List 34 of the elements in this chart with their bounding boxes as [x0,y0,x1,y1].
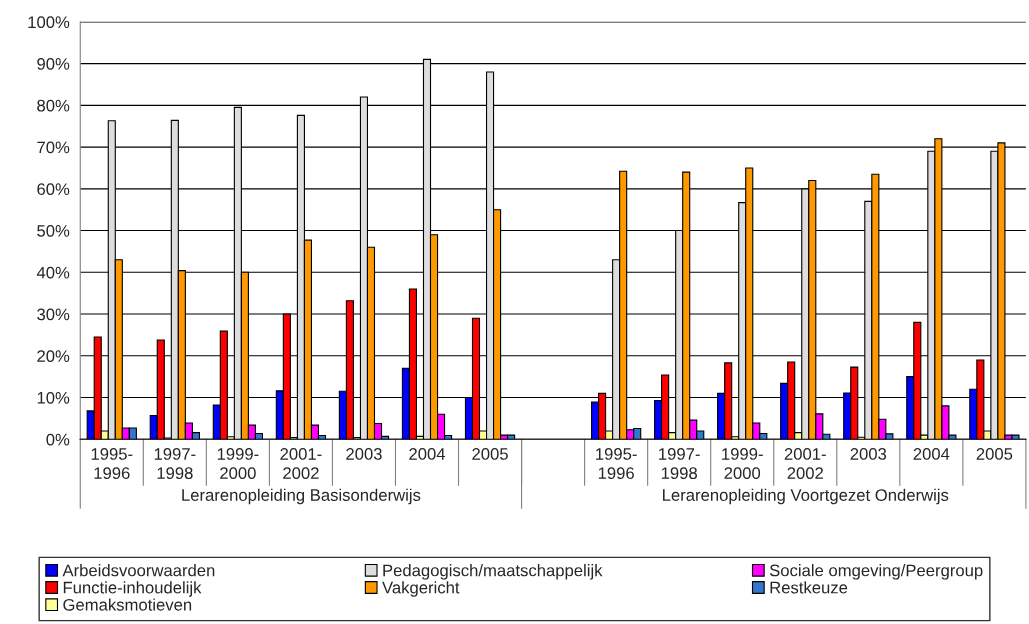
text: Lerarenopleiding Basisonderwijs [182,488,421,505]
y-tick-label: 0% [46,433,70,446]
y-tick-label: 20% [37,350,70,363]
y-tick-label: 90% [37,57,70,70]
x-tick-label: 1999- 2000 [217,448,259,480]
x-tick-label: 2003 [346,448,382,460]
x-tick-label: 1995- 1996 [596,448,637,480]
x-tick-label: 2001- 2002 [280,448,322,480]
legend-label: Arbeidsvoorwaarden [62,564,215,577]
x-tick-label: 1999- 2000 [722,448,763,480]
x-tick-label: 2003 [850,448,887,460]
y-tick-label: 30% [37,308,70,321]
y-tick-label: 80% [37,99,70,112]
x-tick-label: 2004 [913,448,950,460]
y-tick-label: 60% [37,183,70,196]
legend-label: Functie-inhoudelijk [63,581,202,597]
x-tick-label: 1997- 1998 [659,448,700,480]
legend-label: Pedagogisch/maatschappelijk [383,564,603,580]
text: Lerarenopleiding Voortgezet Onderwijs [663,488,949,505]
y-tick-label: 70% [37,141,70,154]
x-tick-label: 1997- 1998 [154,448,196,480]
x-tick-label: 2001- 2002 [784,448,826,480]
legend-label: Sociale omgeving/Peergroup [769,564,983,580]
y-tick-label: 100% [28,16,70,29]
legend-label: Vakgericht [382,581,460,597]
y-tick-label: 10% [37,391,70,404]
x-tick-label: 2004 [409,448,446,460]
y-tick-label: 50% [37,224,70,237]
y-tick-label: 40% [36,266,70,279]
legend-label: Restkeuze [770,581,848,594]
x-tick-label: 2005 [472,448,508,460]
x-tick-label: 2005 [976,448,1013,460]
legend-label: Gemaksmotieven [63,598,192,611]
x-tick-label: 1995- 1996 [91,448,133,480]
